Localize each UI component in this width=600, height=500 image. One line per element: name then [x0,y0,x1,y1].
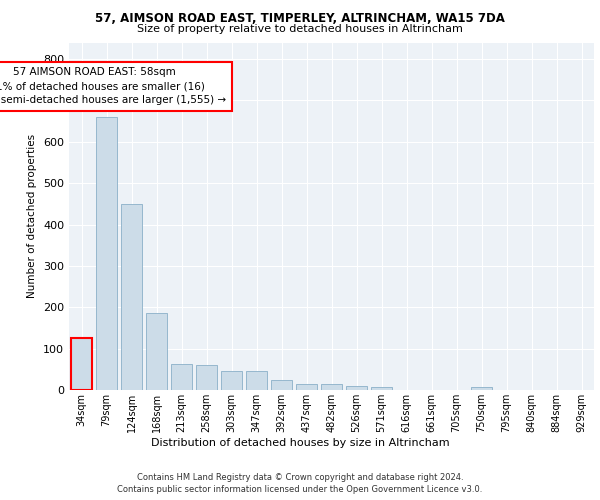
Bar [121,204,142,390]
Bar [196,365,217,390]
Bar [296,384,317,390]
Bar [221,370,242,390]
Bar [71,338,92,390]
Bar [171,364,192,390]
Text: Size of property relative to detached houses in Altrincham: Size of property relative to detached ho… [137,24,463,34]
Text: 57, AIMSON ROAD EAST, TIMPERLEY, ALTRINCHAM, WA15 7DA: 57, AIMSON ROAD EAST, TIMPERLEY, ALTRINC… [95,12,505,26]
Bar [271,380,292,390]
Y-axis label: Number of detached properties: Number of detached properties [28,134,37,298]
Bar [246,370,267,390]
Bar [96,117,117,390]
Bar [146,314,167,390]
Bar [371,386,392,390]
Text: Distribution of detached houses by size in Altrincham: Distribution of detached houses by size … [151,438,449,448]
Bar [346,386,367,390]
Text: 57 AIMSON ROAD EAST: 58sqm
← 1% of detached houses are smaller (16)
99% of semi-: 57 AIMSON ROAD EAST: 58sqm ← 1% of detac… [0,68,227,106]
Bar [471,386,492,390]
Text: Contains HM Land Registry data © Crown copyright and database right 2024.
Contai: Contains HM Land Registry data © Crown c… [118,472,482,494]
Bar [321,384,342,390]
